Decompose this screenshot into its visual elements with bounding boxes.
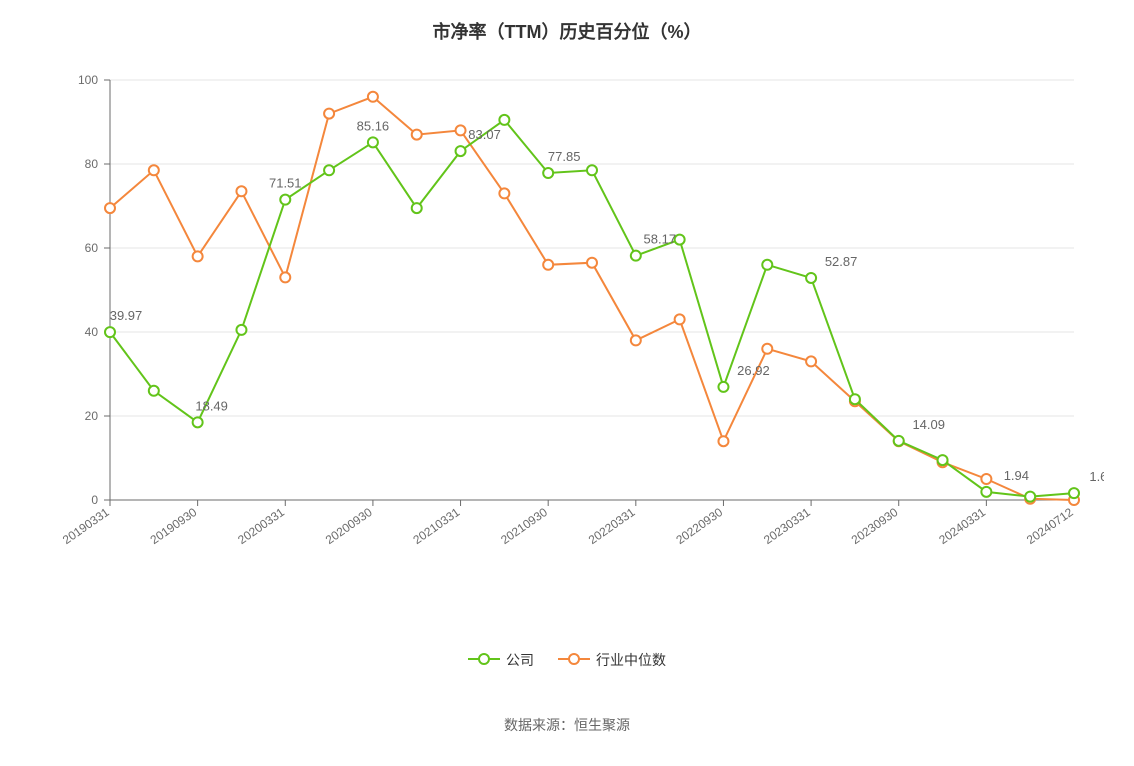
svg-text:1.94: 1.94 (1004, 468, 1029, 483)
svg-text:14.09: 14.09 (912, 417, 945, 432)
svg-text:20200331: 20200331 (235, 505, 287, 547)
svg-text:20190930: 20190930 (148, 505, 200, 547)
svg-text:20210930: 20210930 (498, 505, 550, 547)
svg-text:71.51: 71.51 (269, 176, 302, 191)
svg-text:20: 20 (85, 409, 99, 423)
svg-text:77.85: 77.85 (548, 149, 581, 164)
chart-container: 0 20 40 60 80 100 20190331 20190930 20200331 2020… (30, 60, 1104, 600)
svg-text:83.07: 83.07 (468, 127, 501, 142)
legend-label-industry: 行业中位数 (596, 650, 666, 670)
legend-item-industry[interactable]: 行业中位数 (558, 650, 666, 670)
svg-text:1.64: 1.64 (1089, 469, 1104, 484)
data-source-text: 数据来源：恒生聚源 (0, 715, 1134, 735)
svg-text:58.17: 58.17 (644, 232, 677, 247)
svg-text:80: 80 (85, 157, 99, 171)
svg-text:20240712: 20240712 (1024, 505, 1076, 547)
legend-swatch-company (468, 652, 500, 669)
svg-text:20190331: 20190331 (60, 505, 112, 547)
svg-text:18.49: 18.49 (195, 398, 228, 413)
svg-text:0: 0 (91, 493, 98, 507)
svg-text:100: 100 (78, 73, 98, 87)
chart-legend: 公司 行业中位数 (0, 650, 1134, 670)
svg-text:52.87: 52.87 (825, 254, 858, 269)
page-root: 市净率（TTM）历史百分位（%） 0 20 40 60 80 100 20190331 201… (0, 0, 1134, 766)
svg-text:20240331: 20240331 (936, 505, 988, 547)
svg-text:20210331: 20210331 (411, 505, 463, 547)
svg-text:20220331: 20220331 (586, 505, 638, 547)
svg-text:20220930: 20220930 (673, 505, 725, 547)
svg-text:39.97: 39.97 (110, 308, 143, 323)
line-chart: 0 20 40 60 80 100 20190331 20190930 20200331 2020… (30, 60, 1104, 600)
svg-text:26.92: 26.92 (737, 363, 770, 378)
svg-text:40: 40 (85, 325, 99, 339)
svg-text:60: 60 (85, 241, 99, 255)
svg-text:20230930: 20230930 (849, 505, 901, 547)
legend-item-company[interactable]: 公司 (468, 650, 534, 670)
chart-title: 市净率（TTM）历史百分位（%） (0, 0, 1134, 44)
svg-text:85.16: 85.16 (357, 118, 390, 133)
svg-text:20230331: 20230331 (761, 505, 813, 547)
legend-label-company: 公司 (506, 650, 534, 670)
svg-text:20200930: 20200930 (323, 505, 375, 547)
legend-swatch-industry (558, 652, 590, 669)
